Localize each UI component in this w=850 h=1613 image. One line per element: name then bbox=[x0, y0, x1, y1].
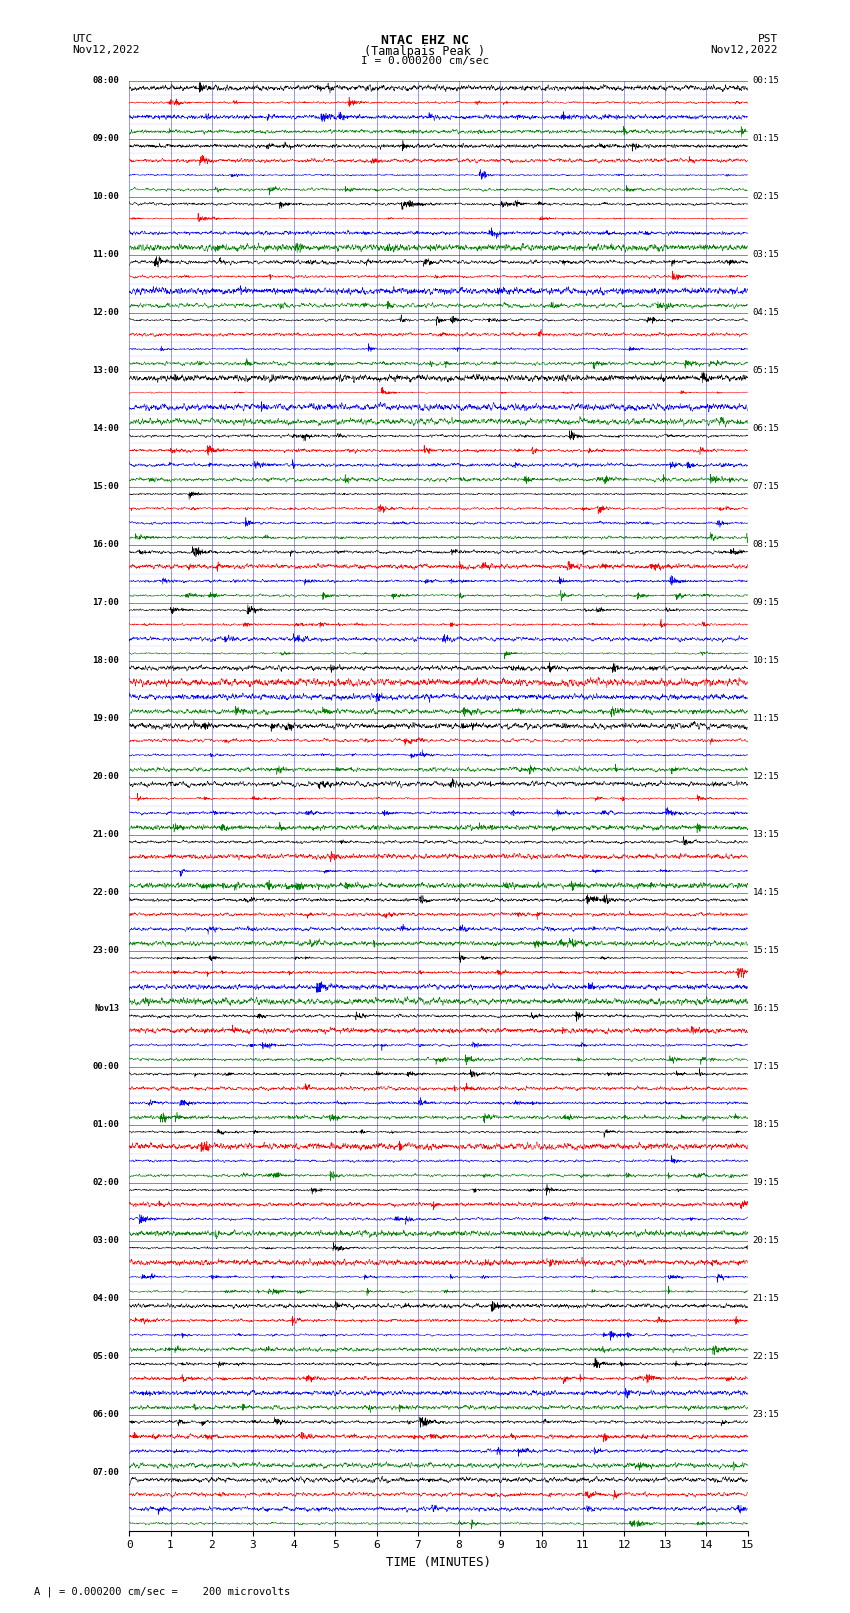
Text: 22:00: 22:00 bbox=[92, 889, 119, 897]
Text: I = 0.000200 cm/sec: I = 0.000200 cm/sec bbox=[361, 56, 489, 66]
Text: 13:00: 13:00 bbox=[92, 366, 119, 376]
Text: 16:15: 16:15 bbox=[752, 1005, 779, 1013]
Text: UTC: UTC bbox=[72, 34, 93, 44]
Text: 15:15: 15:15 bbox=[752, 947, 779, 955]
Text: 02:00: 02:00 bbox=[92, 1177, 119, 1187]
Text: 23:00: 23:00 bbox=[92, 947, 119, 955]
Text: 16:00: 16:00 bbox=[92, 540, 119, 550]
Text: 09:00: 09:00 bbox=[92, 134, 119, 144]
Text: 17:15: 17:15 bbox=[752, 1063, 779, 1071]
Text: 05:15: 05:15 bbox=[752, 366, 779, 376]
Text: 13:15: 13:15 bbox=[752, 831, 779, 839]
Text: 19:15: 19:15 bbox=[752, 1177, 779, 1187]
Text: NTAC EHZ NC: NTAC EHZ NC bbox=[381, 34, 469, 47]
X-axis label: TIME (MINUTES): TIME (MINUTES) bbox=[386, 1557, 491, 1569]
Text: 20:15: 20:15 bbox=[752, 1236, 779, 1245]
Text: 09:15: 09:15 bbox=[752, 598, 779, 606]
Text: 00:00: 00:00 bbox=[92, 1063, 119, 1071]
Text: Nov12,2022: Nov12,2022 bbox=[711, 45, 778, 55]
Text: 17:00: 17:00 bbox=[92, 598, 119, 606]
Text: 08:00: 08:00 bbox=[92, 76, 119, 85]
Text: PST: PST bbox=[757, 34, 778, 44]
Text: 18:15: 18:15 bbox=[752, 1119, 779, 1129]
Text: 18:00: 18:00 bbox=[92, 656, 119, 665]
Text: (Tamalpais Peak ): (Tamalpais Peak ) bbox=[365, 45, 485, 58]
Text: 21:00: 21:00 bbox=[92, 831, 119, 839]
Text: 11:15: 11:15 bbox=[752, 715, 779, 723]
Text: 19:00: 19:00 bbox=[92, 715, 119, 723]
Text: A | = 0.000200 cm/sec =    200 microvolts: A | = 0.000200 cm/sec = 200 microvolts bbox=[34, 1586, 290, 1597]
Text: 14:15: 14:15 bbox=[752, 889, 779, 897]
Text: 05:00: 05:00 bbox=[92, 1352, 119, 1361]
Text: 10:15: 10:15 bbox=[752, 656, 779, 665]
Text: 12:00: 12:00 bbox=[92, 308, 119, 318]
Text: 01:00: 01:00 bbox=[92, 1119, 119, 1129]
Text: 04:15: 04:15 bbox=[752, 308, 779, 318]
Text: 06:00: 06:00 bbox=[92, 1410, 119, 1419]
Text: 10:00: 10:00 bbox=[92, 192, 119, 202]
Text: 20:00: 20:00 bbox=[92, 773, 119, 781]
Text: 06:15: 06:15 bbox=[752, 424, 779, 434]
Text: 12:15: 12:15 bbox=[752, 773, 779, 781]
Text: 07:00: 07:00 bbox=[92, 1468, 119, 1478]
Text: 15:00: 15:00 bbox=[92, 482, 119, 492]
Text: 07:15: 07:15 bbox=[752, 482, 779, 492]
Text: 02:15: 02:15 bbox=[752, 192, 779, 202]
Text: Nov13: Nov13 bbox=[94, 1005, 119, 1013]
Text: 08:15: 08:15 bbox=[752, 540, 779, 550]
Text: 21:15: 21:15 bbox=[752, 1294, 779, 1303]
Text: 11:00: 11:00 bbox=[92, 250, 119, 260]
Text: 04:00: 04:00 bbox=[92, 1294, 119, 1303]
Text: 23:15: 23:15 bbox=[752, 1410, 779, 1419]
Text: 03:00: 03:00 bbox=[92, 1236, 119, 1245]
Text: 14:00: 14:00 bbox=[92, 424, 119, 434]
Text: 00:15: 00:15 bbox=[752, 76, 779, 85]
Text: Nov12,2022: Nov12,2022 bbox=[72, 45, 139, 55]
Text: 03:15: 03:15 bbox=[752, 250, 779, 260]
Text: 01:15: 01:15 bbox=[752, 134, 779, 144]
Text: 22:15: 22:15 bbox=[752, 1352, 779, 1361]
